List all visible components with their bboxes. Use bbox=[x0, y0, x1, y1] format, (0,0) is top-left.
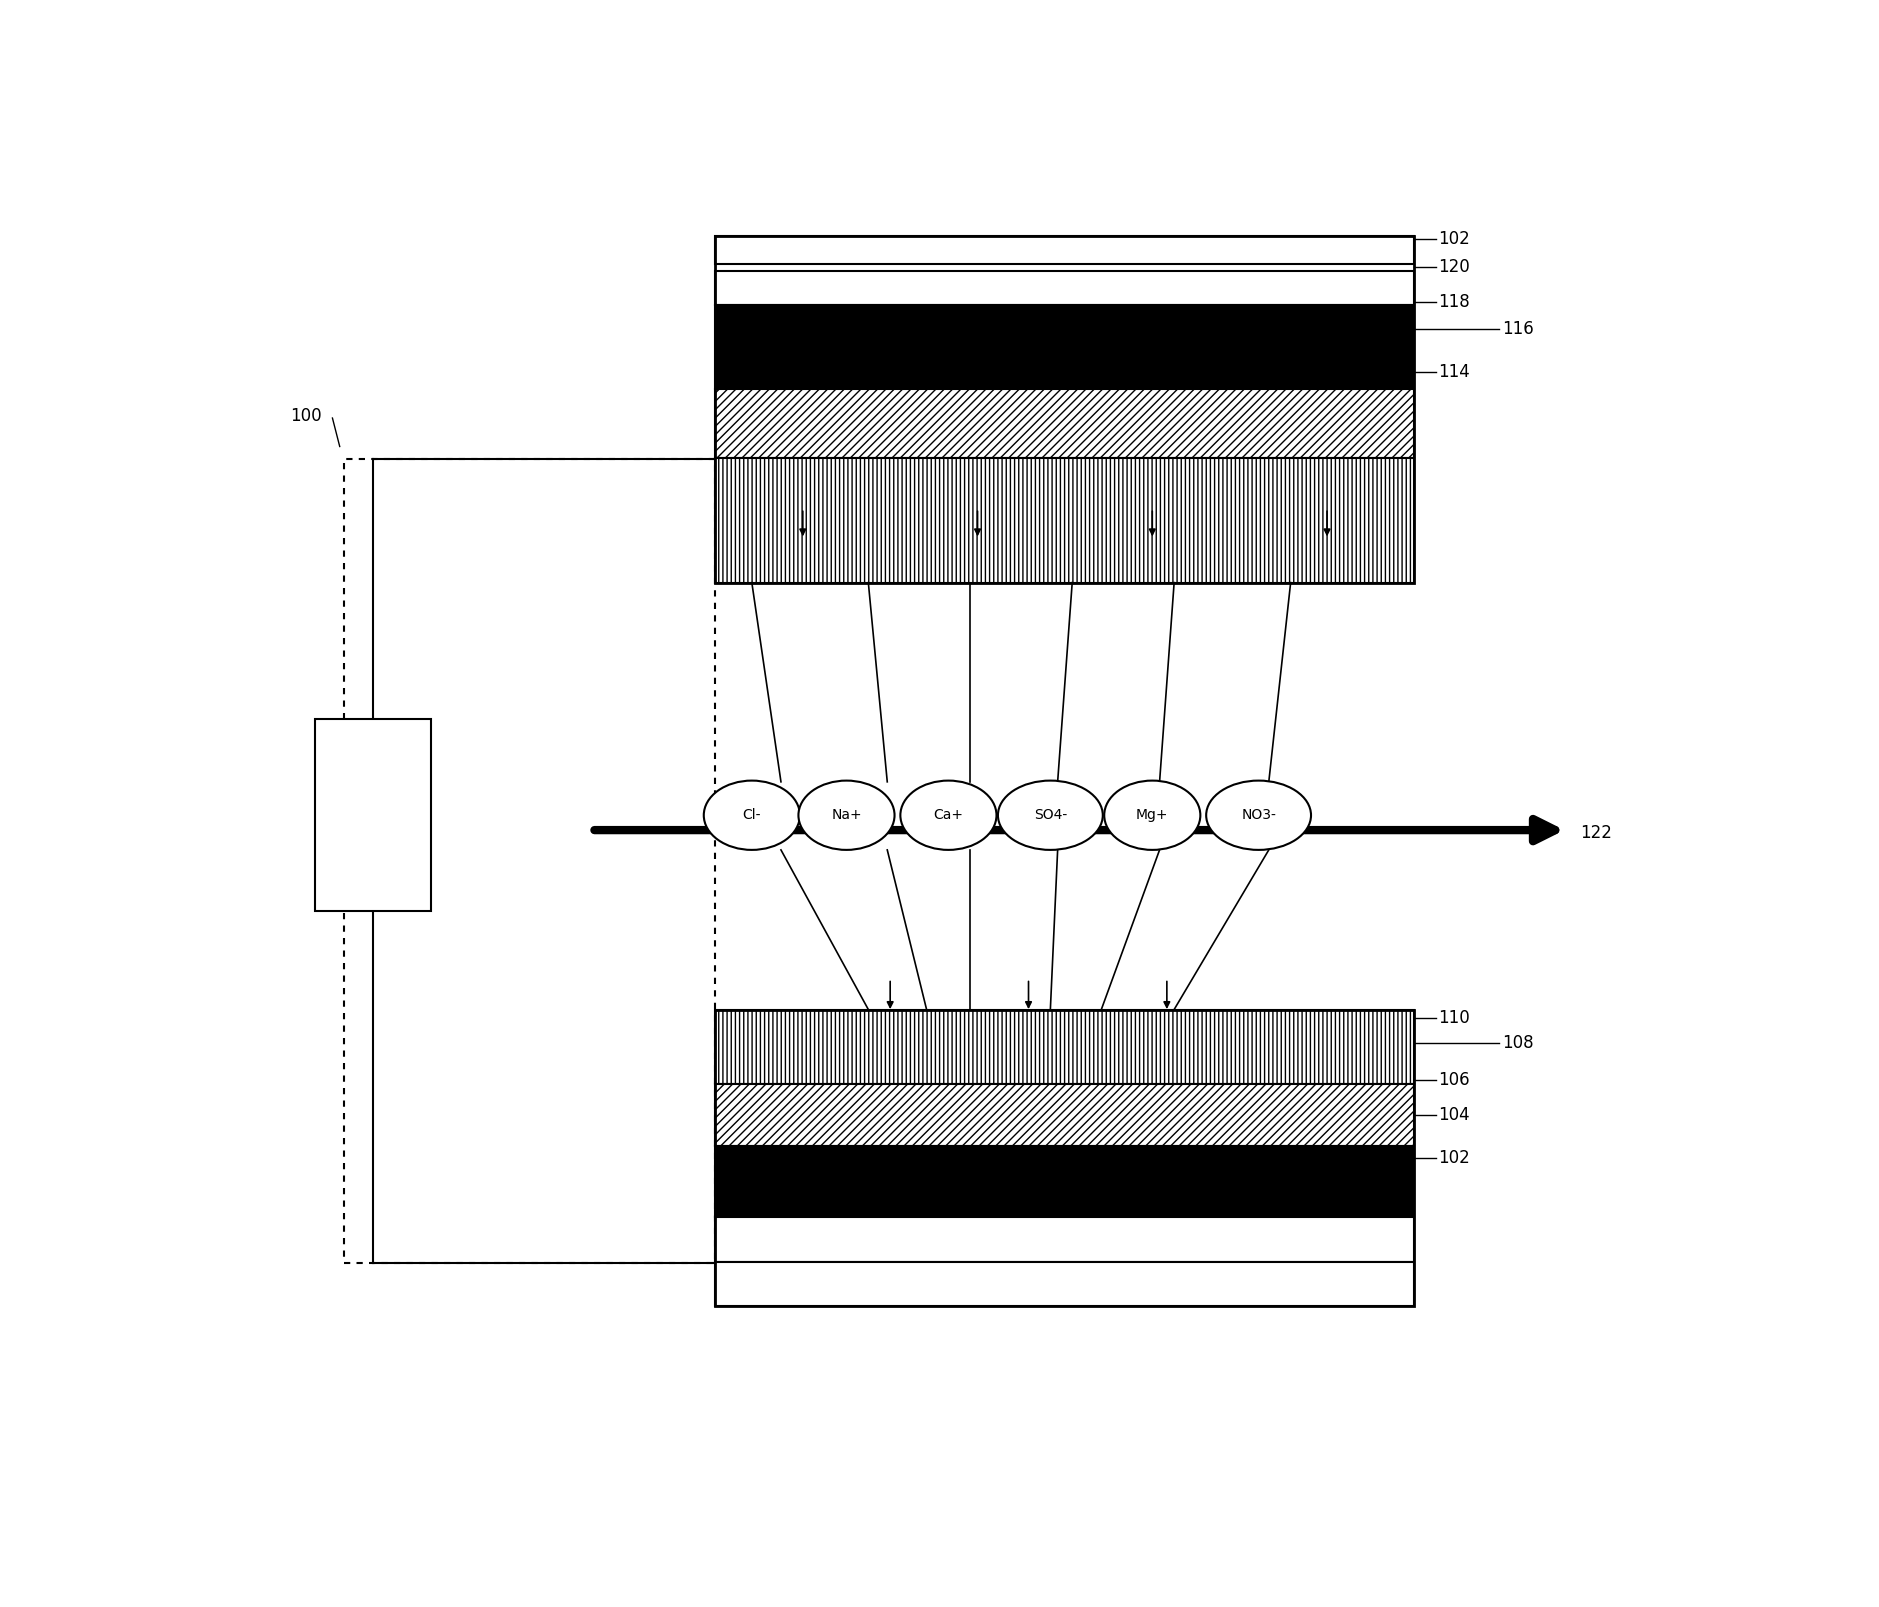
Bar bbox=[316, 718, 432, 911]
Ellipse shape bbox=[799, 781, 894, 850]
Text: Mg+: Mg+ bbox=[1137, 808, 1169, 823]
Text: 100: 100 bbox=[289, 407, 321, 424]
Bar bbox=[716, 236, 1415, 583]
Text: +: + bbox=[363, 759, 383, 783]
Text: 114: 114 bbox=[1437, 363, 1469, 381]
Text: 102: 102 bbox=[1437, 1149, 1469, 1167]
Ellipse shape bbox=[1206, 781, 1312, 850]
Bar bbox=[716, 236, 1415, 264]
Bar bbox=[716, 1146, 1415, 1218]
Text: NO3-: NO3- bbox=[1242, 808, 1276, 823]
Text: 120: 120 bbox=[1437, 259, 1469, 276]
Bar bbox=[716, 458, 1415, 583]
Ellipse shape bbox=[900, 781, 996, 850]
Text: 106: 106 bbox=[1437, 1070, 1469, 1090]
Ellipse shape bbox=[705, 781, 800, 850]
Bar bbox=[716, 1261, 1415, 1306]
Text: 122: 122 bbox=[1580, 823, 1612, 842]
Bar bbox=[716, 305, 1415, 389]
Ellipse shape bbox=[998, 781, 1103, 850]
Text: SO4-: SO4- bbox=[1033, 808, 1067, 823]
Text: Na+: Na+ bbox=[831, 808, 862, 823]
Text: Cl-: Cl- bbox=[742, 808, 761, 823]
Text: 110: 110 bbox=[1437, 1009, 1469, 1027]
Bar bbox=[716, 1009, 1415, 1083]
Text: −: − bbox=[361, 842, 385, 871]
Text: 104: 104 bbox=[1437, 1106, 1469, 1123]
Bar bbox=[716, 1009, 1415, 1306]
Bar bbox=[716, 389, 1415, 458]
Bar bbox=[716, 1083, 1415, 1146]
Text: 116: 116 bbox=[1501, 320, 1533, 337]
Bar bbox=[344, 460, 716, 1263]
Bar bbox=[716, 272, 1415, 305]
Text: 102: 102 bbox=[1437, 230, 1469, 247]
Text: 108: 108 bbox=[1501, 1033, 1533, 1053]
Text: 118: 118 bbox=[1437, 292, 1469, 310]
Ellipse shape bbox=[1105, 781, 1201, 850]
Text: Ca+: Ca+ bbox=[934, 808, 964, 823]
Bar bbox=[716, 1218, 1415, 1261]
